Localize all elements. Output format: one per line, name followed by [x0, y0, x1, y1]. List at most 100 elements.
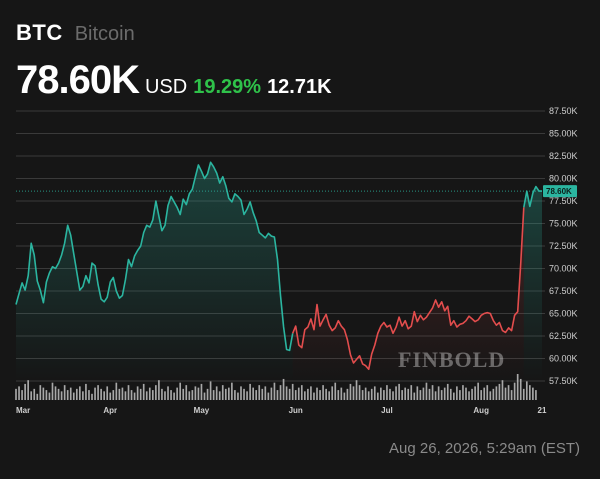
volume-bar	[504, 387, 507, 400]
volume-bar	[124, 391, 127, 400]
volume-bar	[513, 382, 516, 400]
volume-bar	[401, 390, 403, 400]
area-segment-3	[523, 186, 542, 381]
y-tick-label: 67.50K	[549, 286, 578, 296]
volume-bar	[535, 390, 537, 400]
volume-bar	[297, 387, 300, 400]
volume-bar	[130, 390, 133, 400]
volume-bar	[395, 386, 397, 400]
volume-bar	[103, 391, 106, 400]
y-tick-label: 75.00K	[549, 219, 578, 229]
y-tick-label: 57.50K	[549, 376, 578, 386]
volume-bar	[18, 386, 20, 400]
volume-bar	[121, 387, 124, 400]
volume-bar	[507, 385, 510, 400]
volume-bar	[483, 387, 486, 400]
volume-bar	[48, 392, 51, 400]
volume-bar	[94, 387, 96, 400]
asset-header: BTC Bitcoin	[16, 20, 135, 46]
volume-bar	[489, 391, 492, 400]
volume-bar	[127, 385, 130, 400]
volume-bar	[185, 385, 188, 400]
y-tick-label: 62.50K	[549, 331, 578, 341]
volume-bar	[452, 392, 455, 400]
volume-bar	[136, 386, 139, 400]
volume-bar	[57, 388, 60, 400]
current-price-marker: 78.60K	[16, 185, 577, 198]
volume-bar	[206, 388, 209, 400]
volume-bar	[331, 386, 334, 400]
volume-bar	[97, 385, 99, 400]
volume-bar	[376, 392, 379, 400]
volume-bar	[215, 386, 218, 400]
volume-bar	[182, 388, 185, 400]
percent-change: 19.29%	[193, 76, 262, 98]
timestamp: Aug 26, 2026, 5:29am (EST)	[389, 440, 580, 457]
volume-bar	[446, 383, 449, 400]
volume-bar	[373, 386, 376, 400]
volume-bar	[106, 386, 109, 400]
volume-bar	[519, 378, 522, 400]
volume-bar	[255, 390, 258, 400]
volume-bar	[33, 388, 36, 400]
volume-bar	[471, 388, 473, 400]
volume-bar	[118, 388, 121, 400]
volume-bar	[45, 390, 48, 400]
volume-bar	[15, 388, 17, 400]
volume-bar	[158, 380, 160, 400]
volume-bar	[237, 392, 239, 400]
volume-bar	[364, 387, 367, 400]
volume-bar	[21, 390, 23, 400]
volume-bar	[246, 391, 248, 400]
volume-bar	[370, 388, 373, 400]
volume-bar	[112, 390, 115, 400]
volume-bar	[510, 390, 513, 400]
volume-bar	[389, 388, 391, 400]
volume-bar	[437, 386, 440, 400]
volume-bar	[328, 391, 330, 400]
volume-bar	[386, 385, 388, 400]
volume-bar	[337, 390, 340, 400]
volume-bar	[492, 388, 495, 400]
line-segment-1	[15, 161, 294, 352]
area-segment-2	[292, 207, 524, 381]
volume-bar	[465, 387, 467, 400]
volume-bar	[319, 390, 321, 400]
price-summary: 78.60K USD 19.29% 12.71K	[16, 58, 332, 103]
volume-bar	[270, 387, 273, 400]
volume-bar	[39, 385, 42, 400]
volume-bar	[176, 387, 178, 400]
x-tick-label: Apr	[103, 406, 117, 415]
volume-bar	[291, 383, 294, 400]
volume-bar	[273, 382, 276, 400]
volume-bar	[231, 382, 233, 400]
volume-bar	[264, 386, 267, 400]
volume-bar	[440, 390, 443, 400]
volume-bar	[404, 387, 407, 400]
asset-name: Bitcoin	[74, 23, 135, 45]
volume-bar	[279, 385, 282, 400]
volume-bar	[224, 388, 227, 400]
volume-bar	[340, 387, 343, 400]
volume-bar	[304, 391, 306, 400]
x-tick-label: May	[194, 406, 210, 415]
volume-bar	[413, 392, 416, 400]
volume-bar	[79, 386, 81, 400]
volume-bar	[30, 391, 33, 400]
volume-bar	[307, 388, 309, 400]
volume-bar	[249, 383, 251, 400]
volume-bar	[221, 385, 224, 400]
y-tick-label: 65.00K	[549, 309, 578, 319]
volume-bar	[522, 388, 525, 400]
volume-bar	[459, 390, 461, 400]
volume-bar	[194, 386, 197, 400]
volume-bar	[398, 383, 400, 400]
y-tick-label: 77.50K	[549, 196, 578, 206]
volume-bar	[431, 385, 434, 400]
volume-bar	[133, 392, 136, 400]
volume-bar	[425, 382, 428, 400]
volume-bar	[474, 386, 476, 400]
volume-bar	[501, 380, 504, 400]
volume-bar	[100, 388, 102, 400]
